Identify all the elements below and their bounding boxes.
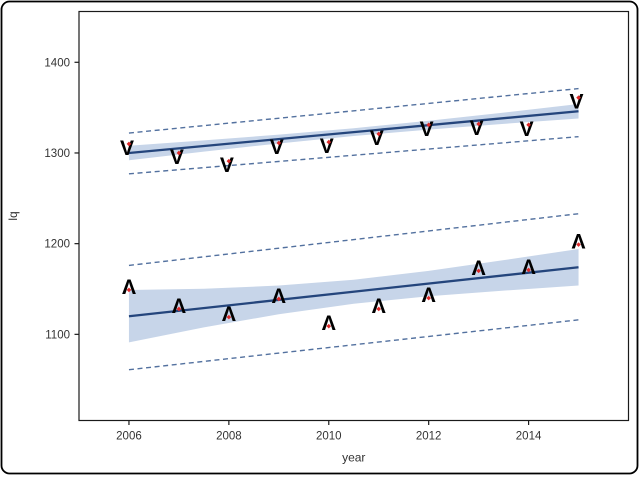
data-point-lower-2006 bbox=[126, 287, 132, 293]
clm-band-lower bbox=[128, 249, 579, 343]
marker-char-upper-2012: V bbox=[420, 118, 434, 141]
marker-char-lower-2015: Λ bbox=[572, 231, 586, 254]
marker-char-lower-2014: Λ bbox=[522, 256, 536, 279]
data-point-lower-2013 bbox=[476, 268, 481, 274]
y-axis-label: lq bbox=[6, 211, 20, 220]
data-point-upper-2012 bbox=[426, 122, 431, 128]
data-point-lower-2012 bbox=[426, 295, 431, 301]
marker-char-lower-2010: Λ bbox=[322, 312, 336, 335]
x-axis-label: year bbox=[342, 451, 365, 465]
marker-char-upper-2011: V bbox=[370, 127, 384, 150]
x-tick-label-2014: 2014 bbox=[516, 431, 542, 443]
cli-upper-upper bbox=[128, 87, 579, 134]
marker-char-upper-2013: V bbox=[470, 117, 484, 140]
y-tick-label-1100: 1100 bbox=[45, 329, 70, 341]
data-point-lower-2008 bbox=[226, 314, 232, 320]
cli-lower-lower bbox=[128, 319, 579, 371]
marker-char-upper-2007: V bbox=[170, 146, 184, 169]
data-point-lower-2014 bbox=[526, 267, 531, 273]
y-tick-label-1300: 1300 bbox=[44, 148, 70, 160]
data-point-lower-2010 bbox=[326, 323, 332, 329]
x-tick-label-2006: 2006 bbox=[116, 431, 142, 443]
data-point-upper-2007 bbox=[176, 150, 182, 156]
data-point-upper-2009 bbox=[276, 140, 282, 146]
fit-line-lower bbox=[128, 266, 579, 318]
cli-lower-upper bbox=[128, 135, 579, 175]
data-point-upper-2008 bbox=[226, 158, 232, 164]
marker-char-lower-2009: Λ bbox=[272, 285, 286, 308]
data-point-lower-2009 bbox=[276, 296, 282, 302]
marker-char-upper-2008: V bbox=[220, 154, 234, 177]
fit-line-upper bbox=[128, 110, 579, 155]
marker-char-lower-2012: Λ bbox=[422, 284, 436, 307]
data-point-lower-2007 bbox=[176, 306, 182, 312]
marker-char-upper-2014: V bbox=[520, 118, 534, 141]
data-point-lower-2011 bbox=[376, 306, 382, 312]
x-tick-label-2012: 2012 bbox=[416, 431, 442, 443]
data-point-upper-2010 bbox=[326, 139, 332, 145]
marker-char-upper-2010: V bbox=[320, 135, 334, 158]
x-tick-label-2008: 2008 bbox=[216, 431, 242, 443]
marker-char-lower-2011: Λ bbox=[372, 295, 386, 318]
marker-char-upper-2009: V bbox=[270, 136, 284, 159]
data-point-lower-2015 bbox=[576, 242, 581, 247]
data-point-upper-2014 bbox=[526, 122, 531, 128]
y-tick-label-1400: 1400 bbox=[44, 57, 70, 69]
marker-char-upper-2006: V bbox=[120, 137, 134, 160]
plot-area-wall bbox=[78, 10, 630, 422]
marker-char-lower-2006: Λ bbox=[122, 276, 136, 299]
data-point-upper-2006 bbox=[126, 141, 132, 147]
data-point-upper-2011 bbox=[376, 131, 382, 137]
marker-char-upper-2015: V bbox=[570, 91, 584, 114]
x-tick-label-2010: 2010 bbox=[316, 431, 342, 443]
data-point-upper-2015 bbox=[576, 95, 581, 100]
marker-char-lower-2013: Λ bbox=[472, 257, 486, 280]
marker-char-lower-2007: Λ bbox=[172, 295, 186, 318]
marker-char-lower-2008: Λ bbox=[222, 303, 236, 326]
y-tick-label-1200: 1200 bbox=[44, 239, 70, 251]
data-point-upper-2013 bbox=[476, 121, 481, 127]
cli-upper-lower bbox=[128, 213, 579, 267]
